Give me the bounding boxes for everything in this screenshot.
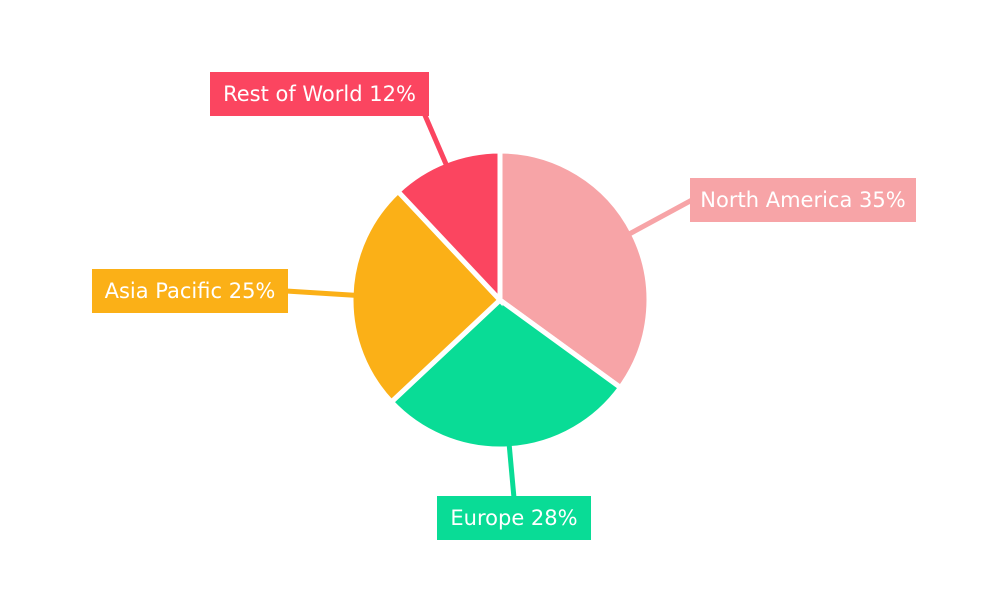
callout-line-rest-of-world — [421, 112, 450, 169]
callout-label-asia-pacific: Asia Pacific 25% — [92, 269, 288, 313]
callout-line-europe — [506, 441, 517, 499]
callout-label-north-america: North America 35% — [690, 178, 916, 222]
callout-label-rest-of-world: Rest of World 12% — [210, 72, 429, 116]
callout-line-asia-pacific — [285, 288, 359, 298]
callout-line-north-america — [625, 197, 694, 238]
callout-label-europe: Europe 28% — [437, 496, 591, 540]
